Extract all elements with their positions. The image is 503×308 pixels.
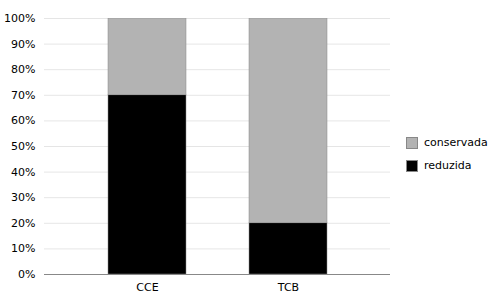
svg-text:TCB: TCB xyxy=(277,281,299,294)
svg-text:50%: 50% xyxy=(11,140,35,153)
html-text:conservada: conservada xyxy=(424,136,488,149)
svg-text:30%: 30% xyxy=(11,191,35,204)
svg-text:20%: 20% xyxy=(11,217,35,230)
svg-text:90%: 90% xyxy=(11,38,35,51)
svg-text:10%: 10% xyxy=(11,242,35,255)
svg-text:0%: 0% xyxy=(18,268,35,281)
svg-text:60%: 60% xyxy=(11,114,35,127)
svg-text:40%: 40% xyxy=(11,166,35,179)
svg-text:70%: 70% xyxy=(11,89,35,102)
svg-text:100%: 100% xyxy=(4,12,35,25)
svg-text:CCE: CCE xyxy=(136,281,158,294)
svg-text:80%: 80% xyxy=(11,63,35,76)
html-text:reduzida: reduzida xyxy=(424,159,472,172)
